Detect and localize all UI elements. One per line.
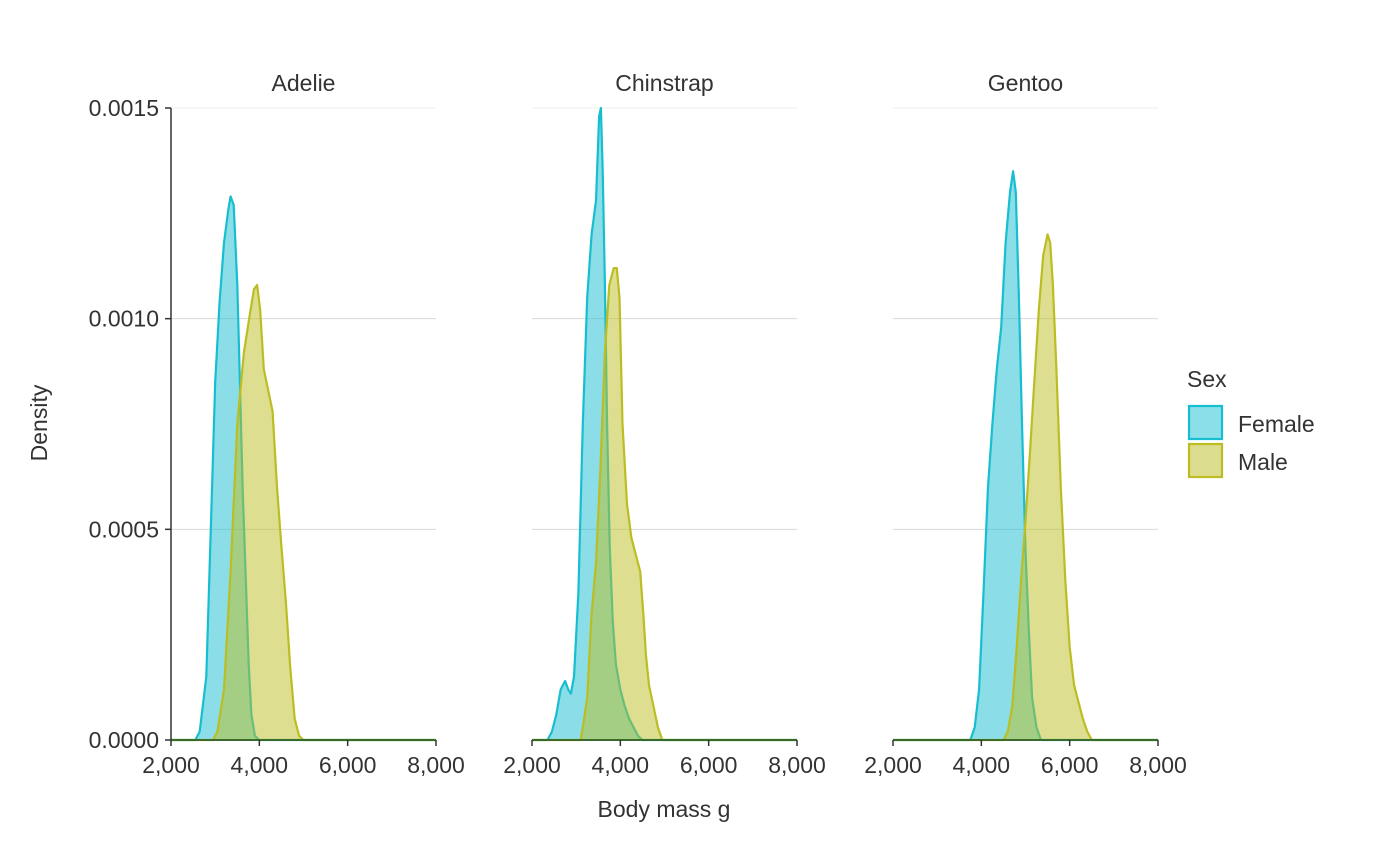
facet-label-chinstrap: Chinstrap (615, 70, 713, 96)
y-tick-label: 0.0005 (89, 516, 159, 542)
legend-label-female: Female (1238, 411, 1315, 437)
y-axis-title: Density (26, 384, 52, 461)
facet-panels: Adelie 2,000 4,000 6,000 8,000 0.0000 0.0005 0.… (89, 70, 1187, 778)
legend-swatch-male (1187, 442, 1224, 479)
density-line-male (171, 283, 436, 742)
facet-panel-gentoo: Gentoo 2,000 4,000 6,000 8,000 (864, 70, 1187, 778)
density-area-female (532, 108, 797, 740)
legend-swatch-female (1187, 404, 1224, 441)
x-tick-label: 2,000 (503, 752, 561, 778)
density-area-male (171, 285, 436, 740)
x-tick-label: 8,000 (768, 752, 826, 778)
facet-panel-chinstrap: Chinstrap 2,000 4,000 6,000 8,000 (503, 70, 826, 778)
x-axis-title: Body mass g (598, 796, 731, 822)
density-area-male (893, 234, 1158, 740)
x-tick-label: 4,000 (953, 752, 1011, 778)
x-tick-label: 6,000 (680, 752, 738, 778)
facet-panel-adelie: Adelie 2,000 4,000 6,000 8,000 0.0000 0.0005 0.… (89, 70, 465, 778)
x-tick-label: 2,000 (864, 752, 922, 778)
y-tick-label: 0.0010 (89, 306, 159, 332)
density-line-male (893, 233, 1158, 742)
legend-label-male: Male (1238, 449, 1288, 475)
x-tick-label: 6,000 (319, 752, 377, 778)
legend-title: Sex (1187, 366, 1227, 392)
x-tick-label: 6,000 (1041, 752, 1099, 778)
density-line-male (532, 267, 797, 742)
x-tick-label: 8,000 (407, 752, 465, 778)
legend-entries: Female Male (1187, 404, 1315, 479)
facet-label-gentoo: Gentoo (988, 70, 1063, 96)
x-tick-label: 2,000 (142, 752, 200, 778)
density-area-female (171, 196, 436, 740)
density-area-male (532, 268, 797, 740)
x-tick-label: 8,000 (1129, 752, 1187, 778)
legend: Sex Female Male (1187, 366, 1315, 479)
x-tick-label: 4,000 (592, 752, 650, 778)
density-line-female (532, 106, 797, 742)
facet-label-adelie: Adelie (272, 70, 336, 96)
y-tick-label: 0.0015 (89, 95, 159, 121)
x-tick-label: 4,000 (231, 752, 289, 778)
y-tick-label: 0.0000 (89, 727, 159, 753)
